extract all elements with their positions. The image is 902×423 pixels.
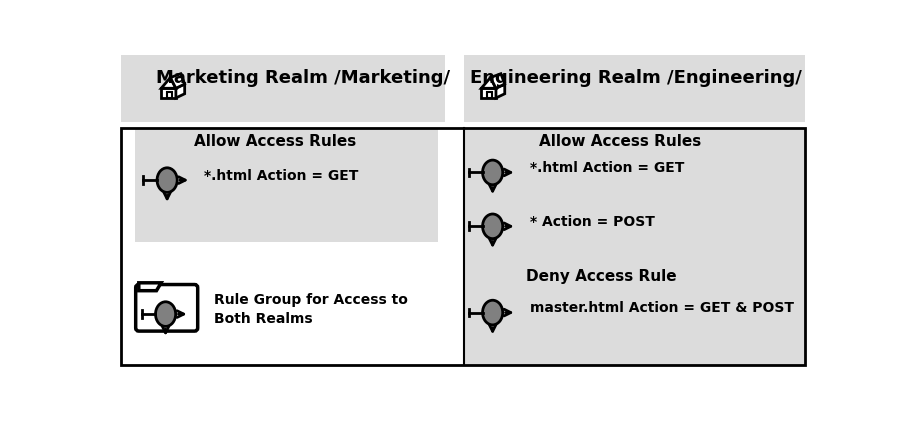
- FancyBboxPatch shape: [167, 92, 171, 98]
- Text: Deny Access Rule: Deny Access Rule: [525, 269, 676, 284]
- FancyBboxPatch shape: [135, 285, 198, 331]
- Polygon shape: [495, 84, 504, 98]
- Text: * Action = POST: * Action = POST: [529, 215, 654, 229]
- FancyBboxPatch shape: [134, 128, 437, 242]
- Ellipse shape: [155, 302, 176, 327]
- FancyBboxPatch shape: [464, 55, 804, 122]
- Polygon shape: [490, 74, 504, 88]
- Ellipse shape: [482, 300, 502, 325]
- Text: *.html Action = GET: *.html Action = GET: [529, 161, 684, 175]
- Polygon shape: [139, 283, 161, 291]
- Text: Marketing Realm /Marketing/: Marketing Realm /Marketing/: [155, 69, 449, 87]
- FancyBboxPatch shape: [487, 92, 492, 98]
- Text: Allow Access Rules: Allow Access Rules: [538, 134, 701, 149]
- Polygon shape: [161, 77, 176, 88]
- Ellipse shape: [482, 160, 502, 185]
- Polygon shape: [481, 88, 495, 98]
- Ellipse shape: [157, 168, 177, 192]
- Ellipse shape: [482, 214, 502, 239]
- Polygon shape: [161, 88, 176, 98]
- Polygon shape: [170, 74, 185, 88]
- Text: *.html Action = GET: *.html Action = GET: [204, 168, 358, 182]
- Polygon shape: [176, 84, 185, 98]
- Polygon shape: [481, 77, 495, 88]
- FancyBboxPatch shape: [464, 128, 804, 365]
- Text: Engineering Realm /Engineering/: Engineering Realm /Engineering/: [470, 69, 801, 87]
- FancyBboxPatch shape: [121, 55, 444, 122]
- Text: Allow Access Rules: Allow Access Rules: [194, 134, 356, 149]
- Text: master.html Action = GET & POST: master.html Action = GET & POST: [529, 301, 793, 315]
- Text: Rule Group for Access to
Both Realms: Rule Group for Access to Both Realms: [214, 293, 407, 326]
